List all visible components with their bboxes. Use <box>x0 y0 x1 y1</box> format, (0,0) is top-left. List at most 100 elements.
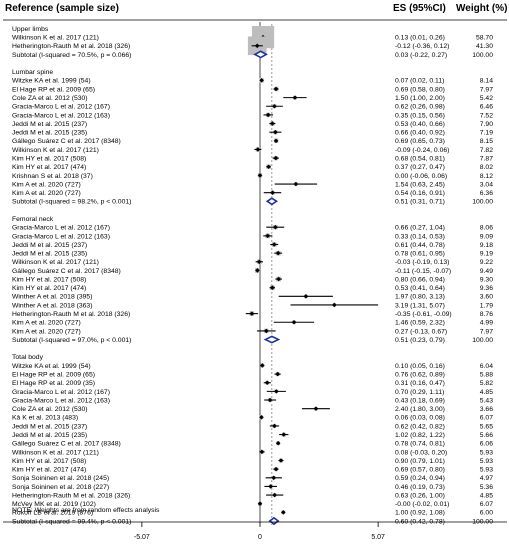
study-label: Wilkinson K et al. 2017 (121) <box>12 259 99 266</box>
point-estimate <box>257 259 262 265</box>
study-ci: 0.70 (0.29, 1.11) <box>395 389 444 396</box>
study-label: Kim HY et al. 2017 (474) <box>12 285 86 292</box>
point-estimate <box>254 43 260 49</box>
study-ci: 1.97 (0.80, 3.13) <box>395 294 445 301</box>
study-ci: 2.40 (1.80, 3.00) <box>395 406 445 413</box>
study-label: Gracia-Marco L et al. 2012 (167) <box>12 225 110 232</box>
study-label: Wilkinson K et al. 2017 (121) <box>12 35 99 42</box>
study-label: Hetherington-Rauth M et al. 2018 (326) <box>12 492 130 499</box>
point-estimate <box>281 432 287 437</box>
study-label: Cole ZA et al. 2012 (530) <box>12 406 88 413</box>
point-estimate <box>259 78 264 83</box>
point-estimate <box>281 510 286 515</box>
study-ci: 0.13 (0.01, 0.26) <box>395 35 445 42</box>
study-weight: 6.00 <box>480 510 493 517</box>
x-tick-label: -5.07 <box>134 534 150 541</box>
study-weight: 5.43 <box>480 397 493 404</box>
study-label: Jeddi M et al. 2015 (237) <box>12 423 87 430</box>
point-estimate <box>273 466 279 472</box>
study-ci: 0.27 (-0.13, 0.67) <box>395 328 447 335</box>
study-ci: 0.00 (-0.06, 0.06) <box>395 173 447 180</box>
study-label: Hetherington-Rauth M et al. 2018 (326) <box>12 311 130 318</box>
study-weight: 41.30 <box>476 43 493 50</box>
study-label: Gracia-Marco L et al. 2012 (167) <box>12 389 110 396</box>
study-ci: 0.68 (0.54, 0.81) <box>395 156 445 163</box>
header-study: Reference (sample size) <box>5 3 119 14</box>
study-label: Sonja Soininen et al. 2018 (245) <box>12 475 109 482</box>
study-ci: 1.02 (0.82, 1.22) <box>395 432 445 439</box>
study-weight: 6.07 <box>480 501 493 508</box>
study-weight: 8.02 <box>480 164 493 171</box>
study-ci: 0.78 (0.61, 0.95) <box>395 251 445 258</box>
study-label: Wilkinson K et al. 2017 (121) <box>12 147 99 154</box>
point-estimate <box>260 363 265 368</box>
study-weight: 9.19 <box>480 251 493 258</box>
point-estimate <box>271 242 277 247</box>
study-label: Witzke KA et al. 1999 (54) <box>12 78 91 85</box>
study-weight: 58.70 <box>476 35 493 42</box>
study-ci: 0.66 (0.40, 0.92) <box>395 130 445 137</box>
study-label: Kim HY et al. 2017 (474) <box>12 467 86 474</box>
study-weight: 8.12 <box>480 173 493 180</box>
study-label: Jeddi M et al. 2015 (235) <box>12 432 87 439</box>
study-weight: 4.85 <box>480 389 493 396</box>
x-tick-label: 5.07 <box>371 534 385 541</box>
study-weight: 9.49 <box>480 268 493 275</box>
study-ci: 0.61 (0.44, 0.78) <box>395 242 445 249</box>
study-weight: 7.87 <box>480 156 493 163</box>
subtotal-weight: 100.00 <box>472 199 493 206</box>
study-weight: 7.97 <box>480 328 493 335</box>
point-estimate <box>272 423 277 429</box>
study-ci: 0.76 (0.62, 0.89) <box>395 372 445 379</box>
study-ci: 0.08 (-0.03, 0.20) <box>395 449 447 456</box>
point-estimate <box>267 397 273 403</box>
point-estimate <box>275 371 281 377</box>
point-estimate <box>278 458 284 463</box>
study-weight: 8.15 <box>480 138 493 145</box>
study-label: El Hage RP et al. 2009 (65) <box>12 372 95 379</box>
study-weight: 5.88 <box>480 372 493 379</box>
study-label: Jeddi M et al. 2015 (235) <box>12 130 87 137</box>
point-estimate <box>275 250 281 256</box>
study-label: Gracia-Marco L et al. 2012 (163) <box>12 112 110 119</box>
study-ci: 0.62 (0.42, 0.82) <box>395 423 445 430</box>
study-label: Hetherington-Rauth M et al. 2018 (326) <box>12 43 130 50</box>
subtotal-weight: 100.00 <box>472 52 493 59</box>
study-weight: 9.09 <box>480 233 493 240</box>
study-label: Gracia-Marco L et al. 2012 (163) <box>12 397 110 404</box>
study-ci: 0.37 (0.27, 0.47) <box>395 164 445 171</box>
study-weight: 9.18 <box>480 242 493 249</box>
study-label: Jeddi M et al. 2015 (237) <box>12 242 87 249</box>
study-weight: 5.65 <box>480 423 493 430</box>
point-estimate <box>272 492 277 498</box>
point-estimate <box>255 147 261 152</box>
study-ci: 0.43 (0.18, 0.69) <box>395 397 445 404</box>
study-weight: 5.93 <box>480 467 493 474</box>
point-estimate <box>249 311 255 316</box>
study-label: McVey MK et al. 2019 (102) <box>12 501 96 508</box>
point-estimate <box>292 95 298 100</box>
study-label: El Hage RP et al. 2009 (35) <box>12 380 95 387</box>
x-tick-label: 0 <box>258 534 262 541</box>
study-label: Kim A et al. 2020 (727) <box>12 181 81 188</box>
study-weight: 3.66 <box>480 406 493 413</box>
study-ci: 0.53 (0.40, 0.66) <box>395 121 445 128</box>
study-label: Kim A et al. 2020 (727) <box>12 190 81 197</box>
point-estimate <box>273 129 278 135</box>
study-label: Gállego Suárez C et al. 2017 (8348) <box>12 268 121 275</box>
study-ci: 1.00 (0.92, 1.08) <box>395 510 445 517</box>
study-label: Cole ZA et al. 2012 (530) <box>12 95 88 102</box>
forest-rows: Upper limbs Wilkinson K et al. 2017 (121)… <box>12 22 493 525</box>
study-ci: -0.35 (-0.61, -0.09) <box>395 311 452 318</box>
point-estimate <box>270 190 275 195</box>
study-label: Kim HY et al. 2017 (508) <box>12 276 86 283</box>
study-ci: 0.63 (0.26, 1.00) <box>395 492 445 499</box>
study-label: Kim HY et al. 2017 (508) <box>12 156 86 163</box>
study-label: El Hage RP et al. 2009 (65) <box>12 86 95 93</box>
point-estimate <box>313 406 319 411</box>
study-label: Winther A et al. 2018 (363) <box>12 302 92 309</box>
study-label: Rokoff LB et al. 2019 (876) <box>12 510 93 517</box>
study-label: Kâ K et al. 2013 (483) <box>12 415 78 422</box>
study-ci: 0.80 (0.66, 0.94) <box>395 276 445 283</box>
study-label: Gracia-Marco L et al. 2012 (167) <box>12 104 110 111</box>
